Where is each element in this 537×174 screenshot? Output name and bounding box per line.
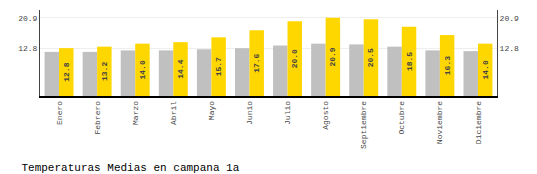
svg-text:Junio: Junio (245, 101, 254, 125)
svg-text:Septiembre: Septiembre (359, 101, 368, 149)
svg-text:Marzo: Marzo (131, 101, 140, 125)
svg-text:20.9: 20.9 (18, 14, 37, 23)
svg-text:Diciembre: Diciembre (474, 101, 483, 144)
svg-text:Mayo: Mayo (207, 101, 216, 120)
svg-text:18.5: 18.5 (405, 52, 414, 71)
svg-text:Febrero: Febrero (93, 101, 102, 135)
svg-text:12.8: 12.8 (62, 62, 71, 81)
svg-text:13.2: 13.2 (100, 62, 109, 81)
svg-text:16.3: 16.3 (443, 56, 452, 75)
svg-text:20.0: 20.0 (290, 49, 299, 68)
svg-text:20.9: 20.9 (500, 14, 519, 23)
svg-text:Julio: Julio (283, 101, 292, 125)
svg-text:14.0: 14.0 (138, 60, 147, 79)
svg-text:17.6: 17.6 (252, 53, 261, 72)
svg-text:Noviembre: Noviembre (435, 101, 444, 144)
svg-text:14.4: 14.4 (176, 59, 185, 78)
svg-text:14.0: 14.0 (481, 60, 490, 79)
svg-text:Enero: Enero (55, 101, 64, 125)
svg-text:15.7: 15.7 (214, 57, 223, 76)
svg-text:20.5: 20.5 (366, 48, 375, 67)
svg-text:Agosto: Agosto (321, 101, 330, 130)
svg-text:12.8: 12.8 (18, 44, 37, 53)
svg-text:Temperaturas Medias en campana: Temperaturas Medias en campana 1a (21, 162, 239, 174)
svg-text:20.9: 20.9 (328, 47, 337, 66)
svg-text:12.8: 12.8 (500, 44, 519, 53)
svg-text:Abril: Abril (169, 101, 178, 125)
svg-text:Octubre: Octubre (397, 101, 406, 135)
